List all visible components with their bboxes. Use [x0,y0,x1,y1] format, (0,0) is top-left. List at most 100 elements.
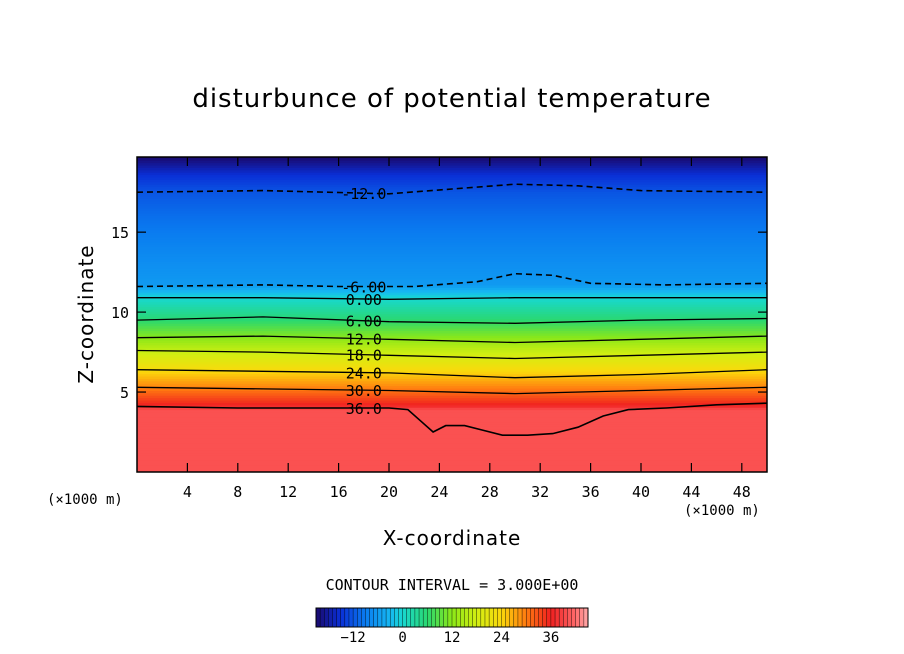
y-tick-label: 15 [111,224,129,242]
x-tick-label: 32 [531,483,549,501]
field-band [137,274,767,279]
colorbar-cell [410,607,416,628]
field-band [137,363,767,367]
colorbar-cell [480,607,486,628]
field-band [137,205,767,209]
colorbar-cell [340,607,346,628]
colorbar-cell [567,607,573,628]
x-tick-label: 16 [330,483,348,501]
field-band [137,437,767,442]
field-band [137,210,767,214]
colorbar-cell [435,607,441,628]
x-tick-label: 36 [582,483,600,501]
contour-label: 30.0 [346,382,382,400]
field-band [137,341,767,346]
field-band [137,346,767,351]
x-axis-label: X-coordinate [382,526,522,550]
contour-label: 12.0 [346,331,382,349]
colorbar-cell [357,607,362,628]
field-band [137,284,767,288]
field-band [137,231,767,236]
field-band [137,193,767,197]
x-tick-label: 20 [380,483,398,501]
field-band [137,219,767,224]
field-band [137,313,767,317]
colorbar-cell [550,607,556,628]
field-band [137,308,767,312]
colorbar-cell [505,607,511,628]
field-band [137,212,767,216]
colorbar-cell [398,607,404,628]
field-band [137,329,767,334]
field-band [137,466,767,471]
x-tick-label: 48 [733,483,751,501]
field-band [137,258,767,262]
field-band [137,416,767,420]
field-band [137,262,767,267]
colorbar-cell [377,607,383,628]
field-band [137,198,767,202]
contour-label: -12.0 [341,185,386,203]
field-band [137,162,767,166]
colorbar-cell [525,607,531,628]
field-band [137,356,767,360]
contour-interval-label: CONTOUR INTERVAL = 3.000E+00 [325,576,579,594]
colorbar-cell [315,607,321,628]
x-unit-label: (×1000 m) [684,503,760,519]
field-band [137,253,767,257]
contour-line [137,386,767,395]
field-band [137,344,767,348]
contour-line [137,297,767,300]
field-band [137,246,767,250]
colorbar-tick-label: −12 [340,630,365,646]
colorbar-cell [394,607,399,628]
chart-title: disturbunce of potential temperature [192,84,712,114]
field-band [137,166,767,171]
field-band [137,265,767,269]
field-band [137,332,767,336]
field-band [137,157,767,161]
colorbar-cell [418,607,424,628]
colorbar-cell [324,607,329,628]
colorbar-cell [521,607,527,628]
field-band [137,452,767,456]
field-band [137,159,767,164]
field-band [137,457,767,461]
field-band [137,459,767,463]
field-band [137,361,767,365]
colorbar-cell [488,607,494,628]
field-band [137,267,767,272]
colorbar-cell [538,607,544,628]
colorbar-cell [509,607,515,628]
field-band [137,260,767,264]
contour-label: 0.00 [346,291,382,309]
field-band [137,387,767,391]
colorbar-cell [443,607,449,628]
field-band [137,286,767,291]
colorbar-cell [373,607,379,628]
y-tick-label: 10 [111,304,129,322]
colorbar-cell [455,607,461,628]
x-tick-label: 28 [481,483,499,501]
colorbar-cell [460,607,465,628]
colorbar-cell [534,607,540,628]
field-band [137,428,767,432]
field-band [137,337,767,341]
field-band [137,315,767,319]
colorbar-cell [484,607,490,628]
colorbar-tick-label: 12 [444,630,461,646]
x-tick-label: 8 [233,483,242,501]
field-band [137,380,767,384]
field-band [137,394,767,399]
field-band [137,409,767,413]
colorbar-cell [385,607,391,628]
field-band [137,469,767,472]
field-band [137,310,767,315]
contour-line [137,316,767,324]
field-band [137,440,767,444]
field-band [137,169,767,173]
field-band [137,442,767,447]
colorbar-cell [542,607,548,628]
field-band [137,464,767,468]
